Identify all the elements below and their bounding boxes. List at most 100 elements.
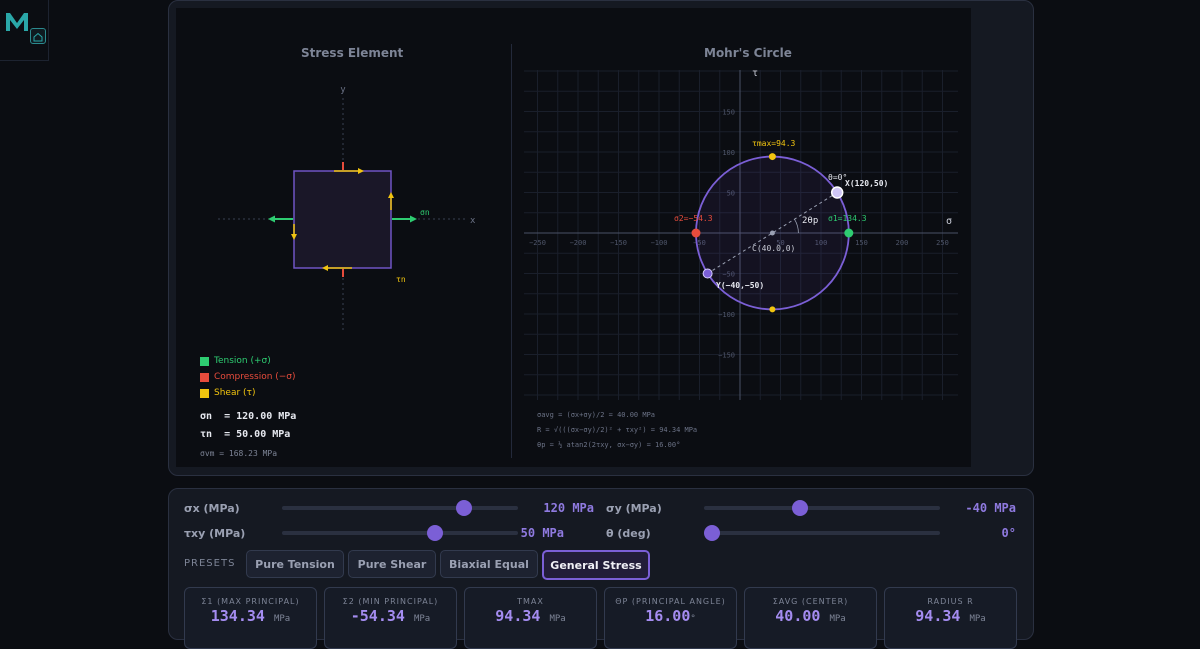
y-tick-label: −150 [718, 352, 735, 360]
card-radius: RADIUS R 94.34 MPa [884, 587, 1017, 649]
sigma-x-slider[interactable] [282, 500, 518, 516]
compression-swatch [200, 372, 209, 382]
card-sigma-avg-unit: MPa [829, 614, 846, 624]
card-sigma-avg-label: ΣAVG (CENTER) [772, 597, 849, 606]
point-x [830, 186, 844, 199]
section-divider [511, 44, 512, 458]
card-sigma-avg-value: 40.00 [775, 607, 821, 625]
preset-pure-shear[interactable]: Pure Shear [348, 550, 436, 578]
card-theta-p-label: ΘP (PRINCIPAL ANGLE) [615, 597, 726, 606]
x-tick-label: −200 [570, 239, 587, 247]
card-sigma1-label: Σ1 (MAX PRINCIPAL) [201, 597, 300, 606]
presets-label: PRESETS [184, 558, 236, 569]
home-icon [33, 32, 43, 42]
point-y [702, 268, 713, 279]
logo-icon [6, 13, 28, 31]
x-tick-label: 50 [776, 239, 784, 247]
legend-shear: Shear (τ) [200, 388, 255, 398]
stress-element-square [293, 170, 392, 269]
card-tau-max-unit: MPa [549, 614, 566, 624]
card-tau-max-value: 94.34 [495, 607, 541, 625]
tau-xy-thumb[interactable] [427, 525, 444, 541]
card-sigma-avg: ΣAVG (CENTER) 40.00 MPa [744, 587, 877, 649]
axis-x-label: x [470, 216, 476, 226]
card-theta-p: ΘP (PRINCIPAL ANGLE) 16.00° [604, 587, 737, 649]
sigma-n-label: σn [420, 208, 430, 217]
theta-label: θ=0° [828, 173, 847, 182]
theta-slider[interactable] [704, 525, 940, 541]
card-sigma2-unit: MPa [413, 614, 431, 624]
theta-slider-label: θ (deg) [606, 527, 651, 540]
home-button[interactable] [30, 28, 46, 44]
x-tick-label: 250 [936, 239, 949, 247]
preset-biaxial-equal[interactable]: Biaxial Equal [440, 550, 538, 578]
sigma-y-slider[interactable] [704, 500, 940, 516]
x-tick-label: −250 [529, 239, 546, 247]
card-sigma2-value: -54.34 [350, 607, 405, 625]
tau-min-point [769, 306, 776, 313]
card-radius-unit: MPa [969, 614, 986, 624]
sigma-y-value: -40 MPa [965, 501, 1016, 515]
x-tick-label: 150 [855, 239, 868, 247]
sigma2-label: σ2=−54.3 [674, 214, 713, 223]
x-tick-label: −100 [651, 239, 668, 247]
preset-general-stress[interactable]: General Stress [542, 550, 650, 580]
sigma2-point [691, 228, 701, 238]
card-sigma1-unit: MPa [273, 614, 291, 624]
card-sigma2-label: Σ2 (MIN PRINCIPAL) [342, 597, 439, 606]
center-point [769, 230, 775, 236]
legend-compression-label: Compression (−σ) [214, 372, 296, 382]
center-label: C(40.0,0) [752, 244, 795, 253]
shear-swatch [200, 388, 209, 398]
brand-logo[interactable] [4, 10, 30, 34]
tau-max-label: τmax=94.3 [752, 139, 796, 148]
sigma-vm-result: σvm = 168.23 MPa [200, 449, 278, 458]
x-tick-label: 200 [896, 239, 909, 247]
sigma-y-label: σy (MPa) [606, 502, 662, 515]
point-x-label: X(120,50) [845, 179, 888, 188]
legend-tension: Tension (+σ) [200, 356, 271, 366]
sigma-x-thumb[interactable] [455, 500, 472, 516]
tau-max-point [768, 153, 776, 161]
sigma-n-result: σn = 120.00 MPa [200, 411, 297, 422]
xy-diameter-line [707, 192, 838, 274]
y-tick-label: 100 [722, 149, 735, 157]
card-tau-max-label: ΤMAX [517, 597, 544, 606]
axis-y-label: y [340, 85, 346, 95]
card-theta-p-unit: ° [690, 614, 696, 624]
x-tick-label: 100 [815, 239, 828, 247]
mohr-circle-plot: σ τ −250 −200 −150 −100 −50 50 100 150 200 250 15… [524, 68, 958, 400]
theta-thumb[interactable] [704, 525, 720, 541]
sigma-x-label: σx (MPa) [184, 502, 240, 515]
tau-xy-slider[interactable] [282, 525, 518, 541]
theta-value: 0° [1001, 526, 1016, 540]
point-y-label: Y(−40,−50) [716, 281, 764, 290]
x-tick-label: −150 [610, 239, 627, 247]
x-tick-label: −50 [693, 239, 706, 247]
y-tick-label: 50 [727, 190, 735, 198]
mohr-circle-title: Mohr's Circle [704, 46, 792, 60]
card-sigma1-value: 134.34 [210, 607, 265, 625]
y-tick-label: −100 [718, 311, 735, 319]
sigma1-point [844, 228, 854, 238]
two-theta-arc [794, 219, 799, 234]
tau-xy-label: τxy (MPa) [184, 527, 246, 540]
tau-xy-value: 50 MPa [520, 526, 564, 540]
sigma-x-value: 120 MPa [543, 501, 594, 515]
card-radius-value: 94.34 [915, 607, 961, 625]
card-radius-label: RADIUS R [927, 597, 974, 606]
card-theta-p-value: 16.00 [645, 607, 691, 625]
card-tau-max: ΤMAX 94.34 MPa [464, 587, 597, 649]
preset-pure-tension[interactable]: Pure Tension [246, 550, 344, 578]
mohr-y-ticks: 150 100 50 −50 −100 −150 [718, 109, 735, 360]
two-theta-label: 2θp [802, 216, 818, 226]
tau-n-label: τn [396, 275, 406, 284]
sigma1-label: σ1=134.3 [828, 214, 867, 223]
formula-sigma-avg: σavg = (σx+σy)/2 = 40.00 MPa [537, 411, 656, 419]
mohr-x-ticks: −250 −200 −150 −100 −50 50 100 150 200 250 [529, 239, 949, 247]
formula-radius: R = √(((σx−σy)/2)² + τxy²) = 94.34 MPa [537, 426, 698, 434]
sigma-y-thumb[interactable] [792, 500, 808, 516]
formula-theta-p: θp = ½ atan2(2τxy, σx−σy) = 16.00° [537, 441, 681, 449]
card-sigma1: Σ1 (MAX PRINCIPAL) 134.34 MPa [184, 587, 317, 649]
tau-n-result: τn = 50.00 MPa [200, 429, 291, 440]
